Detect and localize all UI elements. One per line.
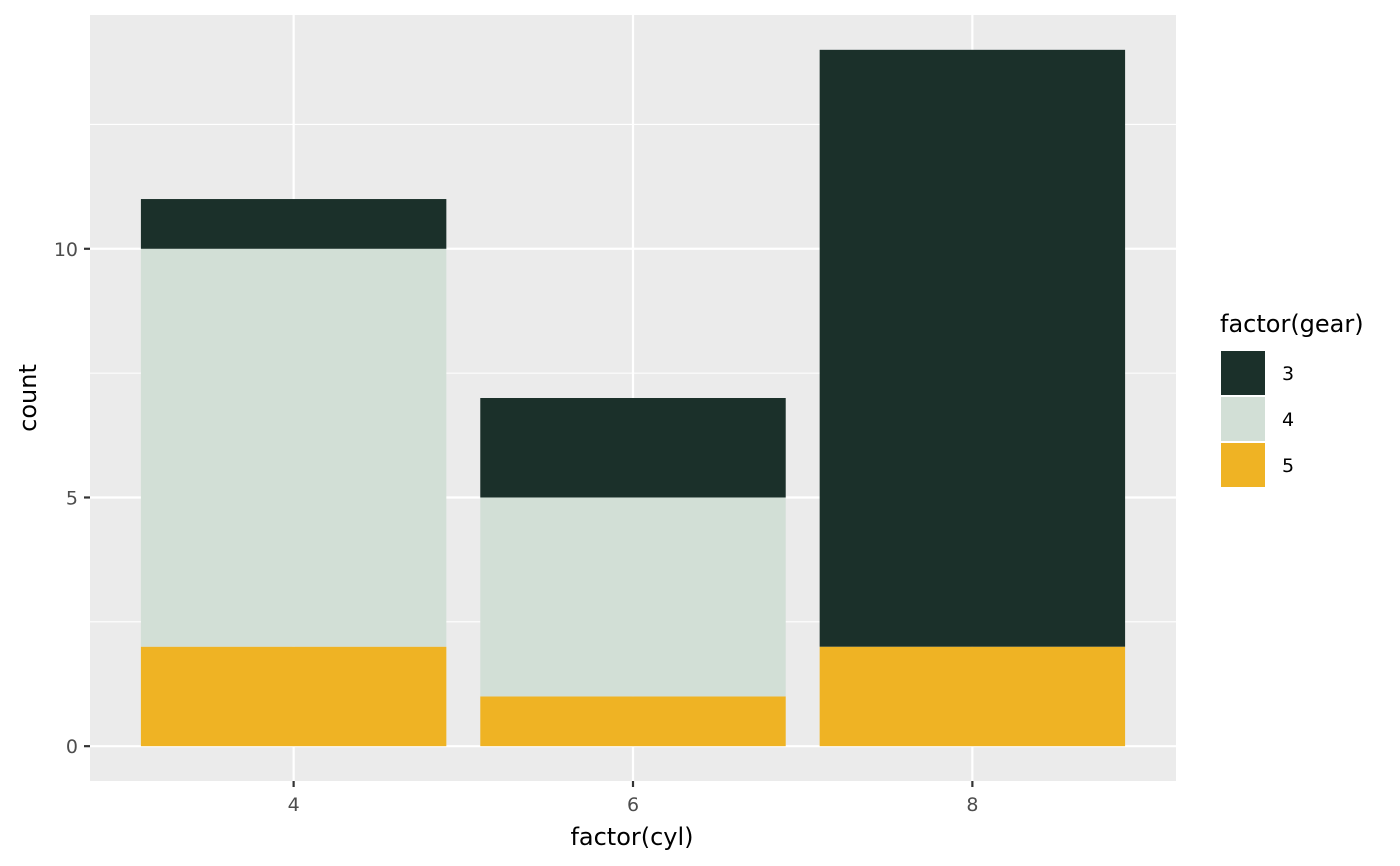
x-axis: 4 6 8 — [288, 781, 978, 816]
bar-segment-cyl-4-gear-3 — [140, 199, 447, 249]
y-tick-label: 0 — [66, 736, 78, 758]
bar-segment-cyl-6-gear-4 — [480, 497, 786, 697]
legend-key-3 — [1219, 349, 1267, 397]
legend-items: 3 4 5 — [1219, 349, 1294, 489]
x-axis-title: factor(cyl) — [570, 823, 693, 851]
legend-key-4 — [1219, 395, 1267, 443]
y-axis: 0 5 10 — [54, 239, 90, 758]
bar-segment-cyl-4-gear-5 — [140, 646, 447, 747]
x-tick-label: 4 — [288, 794, 300, 816]
legend-label-5: 5 — [1282, 455, 1294, 477]
legend-title: factor(gear) — [1220, 310, 1364, 338]
bar-segment-cyl-6-gear-3 — [480, 398, 786, 498]
x-tick-label: 8 — [966, 794, 978, 816]
bars — [140, 49, 1126, 747]
y-tick-label: 10 — [54, 239, 78, 261]
y-tick-label: 5 — [66, 487, 78, 509]
legend-label-4: 4 — [1282, 409, 1294, 431]
bar-segment-cyl-6-gear-5 — [480, 696, 786, 747]
y-axis-title: count — [14, 364, 42, 432]
legend-key-5 — [1219, 441, 1267, 489]
bar-segment-cyl-8-gear-3 — [819, 49, 1126, 647]
bar-segment-cyl-4-gear-4 — [140, 248, 447, 647]
x-tick-label: 6 — [627, 794, 639, 816]
legend-label-3: 3 — [1282, 363, 1294, 385]
legend: factor(gear) 3 4 5 — [1219, 310, 1364, 489]
bar-segment-cyl-8-gear-5 — [819, 646, 1126, 747]
